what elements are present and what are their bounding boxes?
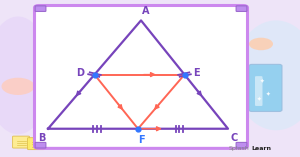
Text: ✦: ✦ <box>260 79 265 84</box>
Text: E: E <box>194 68 200 78</box>
Text: F: F <box>138 135 144 145</box>
Text: Learn: Learn <box>251 146 272 151</box>
Circle shape <box>249 38 273 50</box>
FancyBboxPatch shape <box>249 64 282 111</box>
Text: ✦: ✦ <box>257 96 262 101</box>
Circle shape <box>2 78 34 95</box>
FancyBboxPatch shape <box>236 6 247 11</box>
FancyBboxPatch shape <box>255 76 262 106</box>
Text: A: A <box>142 6 149 16</box>
Text: B: B <box>38 133 46 143</box>
Text: ✦: ✦ <box>266 92 271 97</box>
FancyBboxPatch shape <box>13 136 29 148</box>
FancyBboxPatch shape <box>28 138 44 150</box>
Text: C: C <box>230 133 238 143</box>
Text: D: D <box>76 68 84 78</box>
Text: Splash: Splash <box>228 146 249 151</box>
FancyBboxPatch shape <box>43 136 59 148</box>
Ellipse shape <box>234 20 300 130</box>
FancyBboxPatch shape <box>35 142 46 148</box>
FancyBboxPatch shape <box>34 5 248 148</box>
FancyBboxPatch shape <box>236 142 247 148</box>
Ellipse shape <box>0 16 51 134</box>
Text: ✿: ✿ <box>62 137 70 146</box>
FancyBboxPatch shape <box>35 6 46 11</box>
